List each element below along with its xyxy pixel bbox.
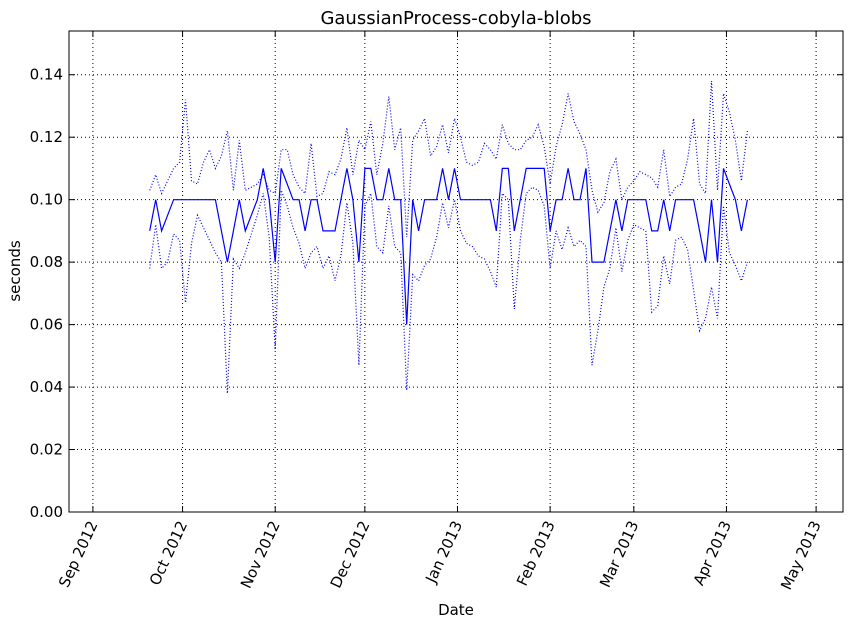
series-lines: [149, 80, 748, 394]
y-tick-label: 0.08: [30, 253, 63, 271]
y-tick-label: 0.14: [30, 66, 63, 84]
y-tick-label: 0.02: [30, 441, 63, 459]
plot-area-frame: [68, 30, 844, 513]
series-upper-line: [149, 80, 748, 238]
y-tick-labels: 0.00 0.02 0.04 0.06 0.08 0.10 0.12 0.14: [30, 66, 63, 521]
y-tick-label: 0.00: [30, 503, 63, 521]
y-axis-label: seconds: [6, 240, 24, 301]
y-tick-label: 0.04: [30, 378, 63, 396]
series-lower-line: [149, 186, 748, 394]
series-mean-line: [149, 167, 748, 325]
chart-title: GaussianProcess-cobyla-blobs: [320, 8, 591, 29]
y-tick-label: 0.06: [30, 316, 63, 334]
grid-lines: [69, 31, 843, 512]
axis-ticks: [69, 31, 843, 513]
x-axis-label: Date: [438, 601, 474, 619]
y-tick-label: 0.12: [30, 128, 63, 146]
y-tick-label: 0.10: [30, 191, 63, 209]
